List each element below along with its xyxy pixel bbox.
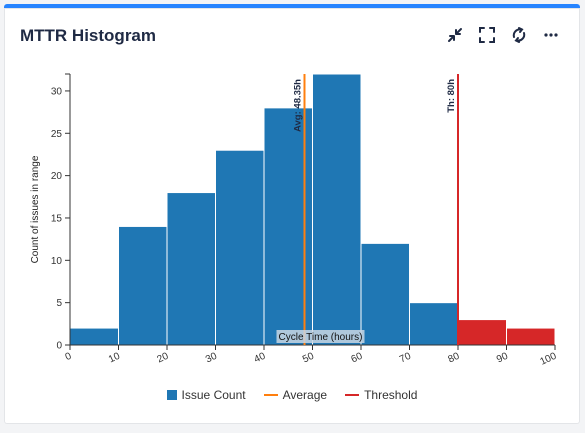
widget-title: MTTR Histogram [20,26,156,45]
y-tick-label: 20 [51,171,63,182]
legend-item-average[interactable]: Average [263,388,328,402]
x-tick-label: 70 [398,351,413,366]
y-tick-label: 5 [56,298,62,309]
x-tick-label: 100 [538,351,558,368]
histogram-bar [118,225,168,346]
histogram-bar [312,73,362,346]
histogram-chart: 0 5 10 15 20 25 30 0 10 20 30 40 50 60 70 80 90 100 Count … [30,73,559,368]
fullscreen-icon[interactable] [478,26,496,44]
x-tick-label: 30 [204,351,219,366]
mttr-histogram-widget: MTTR Histogram 0 5 10 15 20 25 30 0 10 20 30 40 50 60 [4,4,580,424]
legend-swatch-average [263,394,278,396]
legend-swatch-issue-count [166,390,177,400]
x-tick-label: 60 [350,351,365,366]
more-icon[interactable] [542,26,560,44]
x-tick-label: 90 [495,351,510,366]
y-tick-label: 0 [56,341,62,352]
y-tick-label: 30 [51,86,63,97]
x-axis-label-bg [276,330,365,343]
y-tick-label: 25 [51,129,63,140]
chart-legend: Issue Count Average Threshold [4,388,580,402]
x-tick-label: 10 [107,351,122,366]
histogram-bar [457,319,507,346]
y-tick-label: 15 [51,213,63,224]
x-tick-label: 40 [253,351,268,366]
legend-item-issue-count[interactable]: Issue Count [166,388,246,402]
average-label: Avg: 48.35h [292,79,303,132]
legend-item-threshold[interactable]: Threshold [345,388,417,402]
histogram-bar [215,149,265,346]
refresh-icon[interactable] [510,26,528,44]
histogram-bar [409,302,459,346]
threshold-label: Th: 80h [446,79,457,113]
legend-label: Average [282,388,328,402]
collapse-icon[interactable] [446,26,464,44]
x-axis-label: Cycle Time (hours) [279,332,363,343]
x-tick-label: 50 [301,351,316,366]
histogram-bar [69,327,119,346]
x-tick-label: 20 [156,351,171,366]
legend-label: Threshold [364,388,418,402]
x-tick-label: 80 [447,351,462,366]
histogram-bar [166,192,216,346]
y-tick-label: 10 [51,256,63,267]
legend-swatch-threshold [345,394,360,396]
histogram-bar [360,242,410,346]
x-tick-label: 0 [64,351,74,364]
widget-toolbar [446,26,560,44]
y-axis-label: Count of issues in range [30,155,41,263]
legend-label: Issue Count [181,388,246,402]
histogram-bar [506,327,556,346]
